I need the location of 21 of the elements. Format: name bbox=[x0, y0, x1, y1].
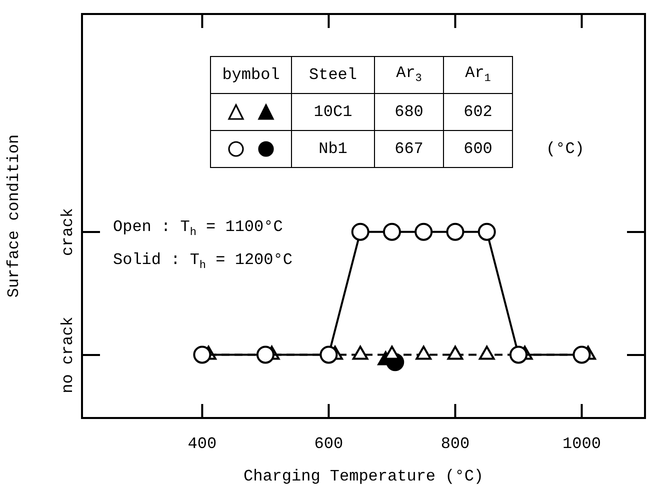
x-axis-title: Charging Temperature (°C) bbox=[243, 468, 484, 486]
text: Steel bbox=[292, 56, 374, 94]
x-tick-label: 600 bbox=[314, 434, 344, 453]
text: 600 bbox=[444, 130, 512, 168]
text: Ar$_{3}$ bbox=[374, 56, 444, 94]
text: 667 bbox=[374, 130, 444, 168]
text: 10C1 bbox=[292, 94, 374, 130]
x-tick-label: 1000 bbox=[562, 434, 601, 453]
text: bymbol bbox=[210, 56, 292, 94]
text: 680 bbox=[374, 94, 444, 130]
text: no crack bbox=[59, 316, 78, 394]
text: 602 bbox=[444, 94, 512, 130]
text: (°C) bbox=[546, 140, 584, 158]
x-tick-label: 400 bbox=[188, 434, 217, 453]
annotation: Open : T$_{h}$ = 1100°C bbox=[113, 218, 283, 240]
text: crack bbox=[59, 208, 78, 256]
x-tick-label: 800 bbox=[440, 434, 470, 453]
annotation: Solid : T$_{h}$ = 1200°C bbox=[113, 251, 292, 272]
y-axis-title: Surface condition bbox=[4, 134, 23, 298]
text: Ar$_{1}$ bbox=[444, 56, 512, 94]
text: Nb1 bbox=[292, 130, 374, 168]
